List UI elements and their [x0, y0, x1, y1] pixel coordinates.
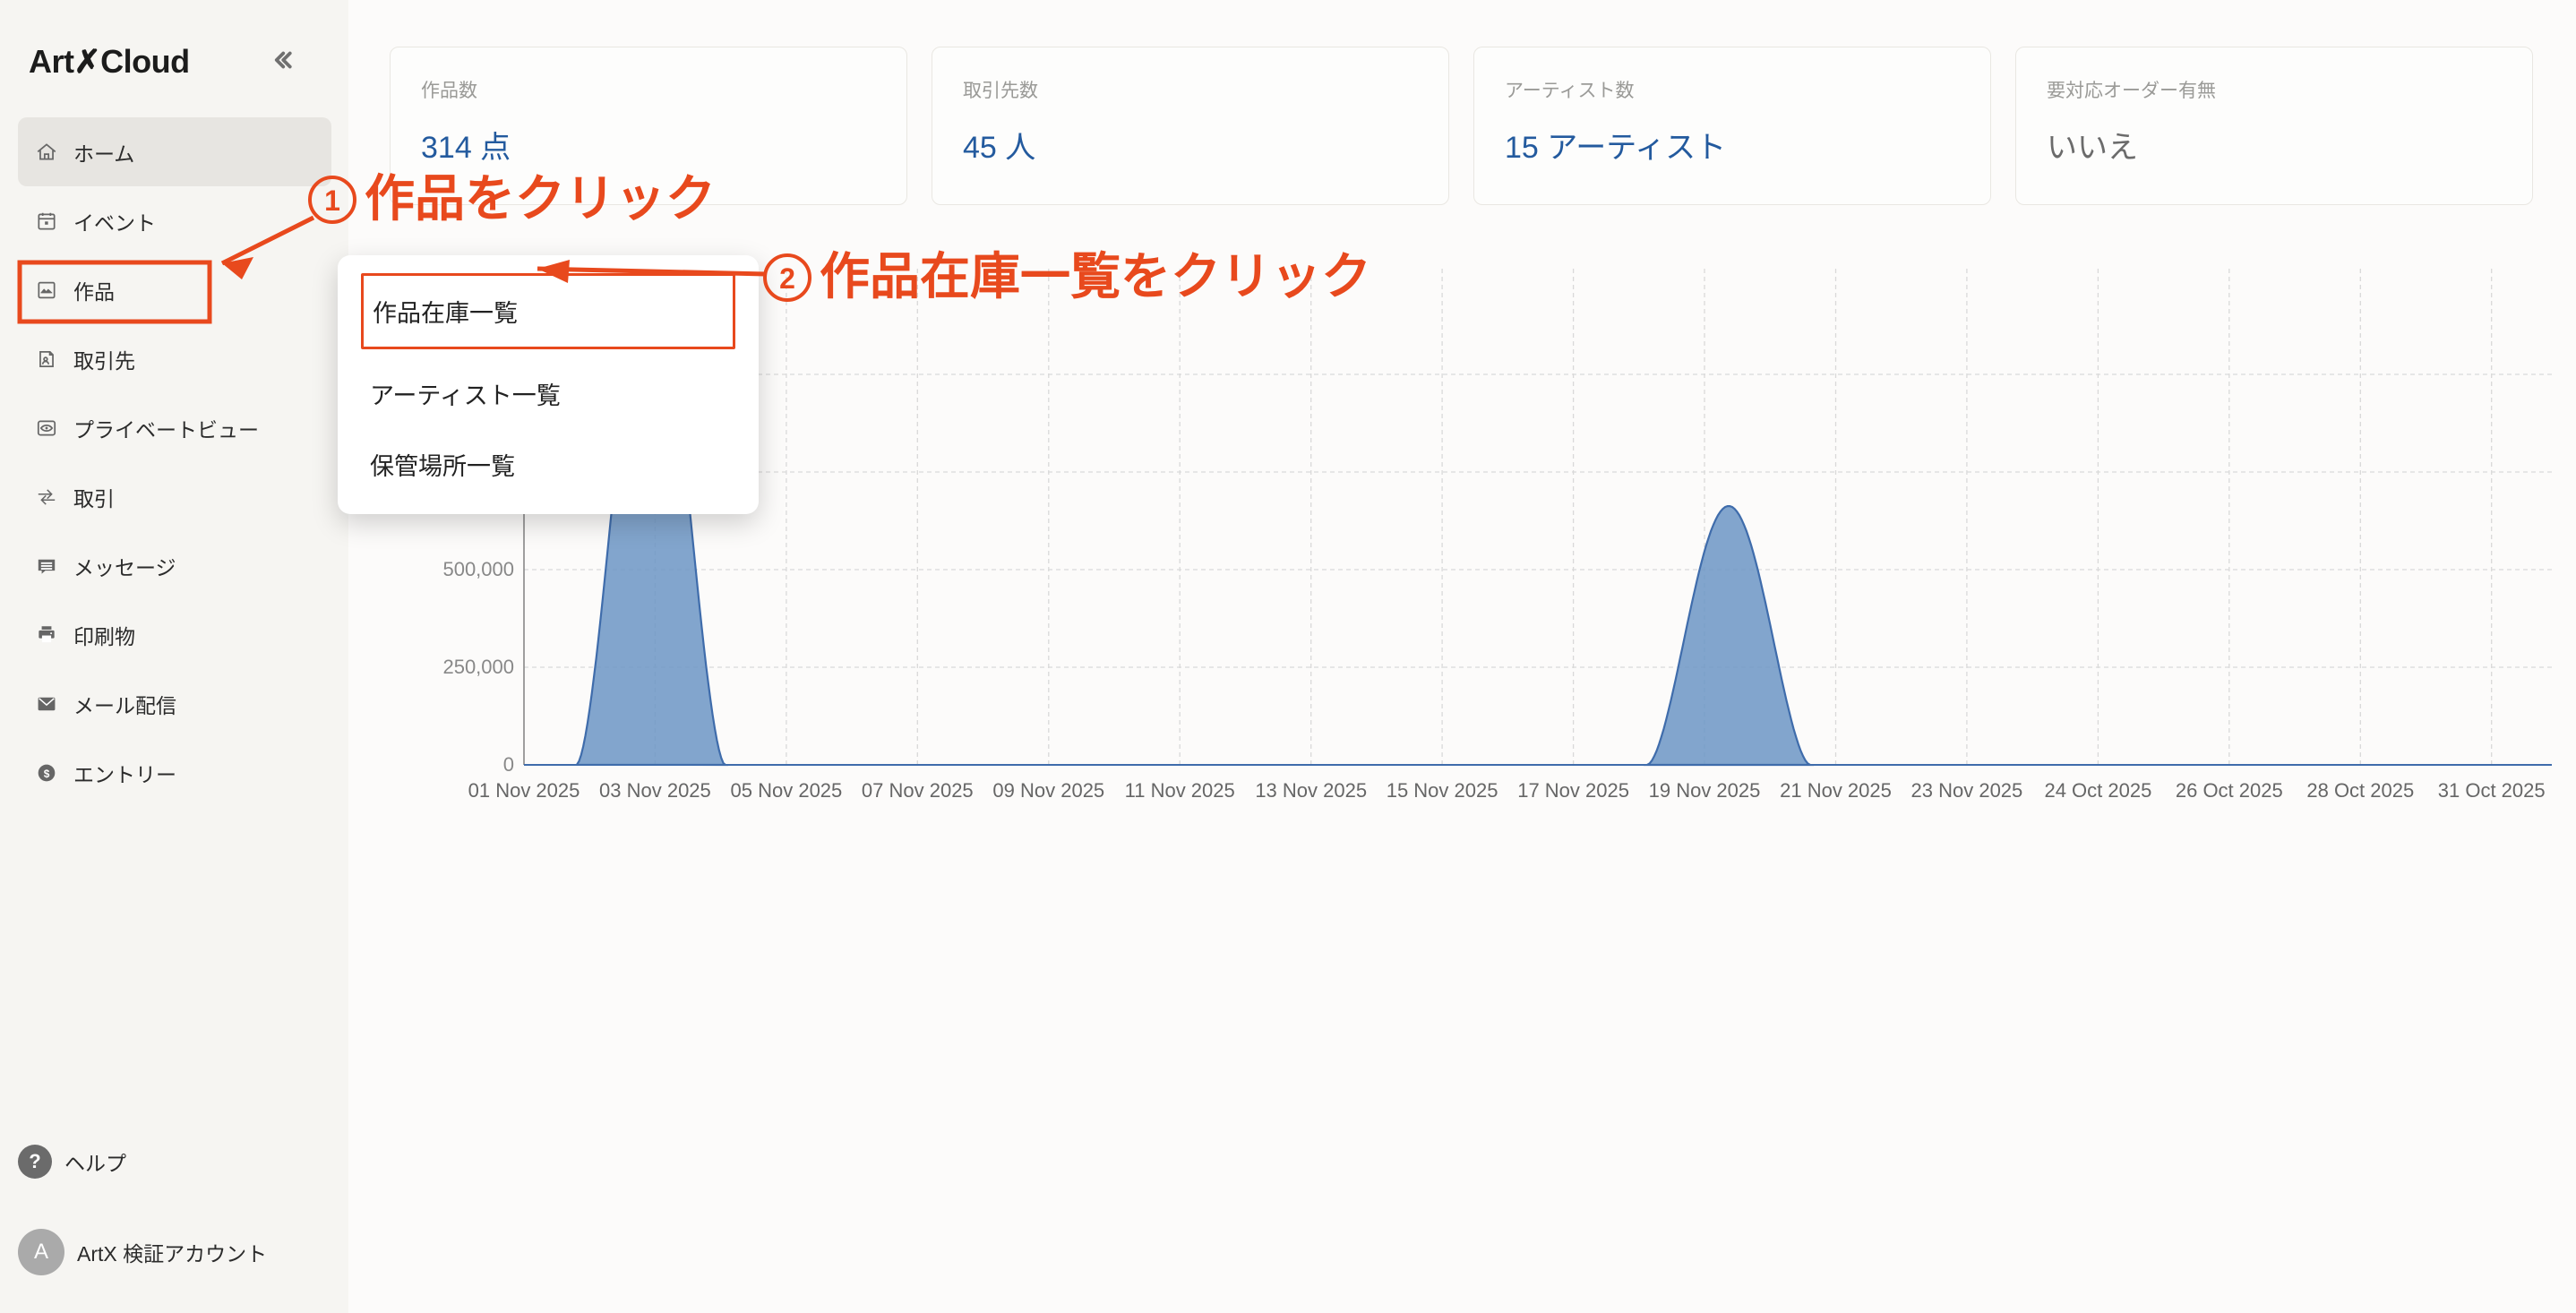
svg-text:19 Nov 2025: 19 Nov 2025 — [1649, 779, 1761, 802]
svg-text:05 Nov 2025: 05 Nov 2025 — [731, 779, 843, 802]
svg-text:11 Nov 2025: 11 Nov 2025 — [1125, 779, 1235, 802]
svg-text:500,000: 500,000 — [442, 558, 514, 580]
svg-text:250,000: 250,000 — [442, 656, 514, 678]
svg-text:0: 0 — [503, 753, 514, 776]
svg-text:31 Oct 2025: 31 Oct 2025 — [2438, 779, 2546, 802]
svg-text:07 Nov 2025: 07 Nov 2025 — [862, 779, 974, 802]
svg-text:28 Oct 2025: 28 Oct 2025 — [2306, 779, 2414, 802]
svg-text:15 Nov 2025: 15 Nov 2025 — [1387, 779, 1498, 802]
svg-text:13 Nov 2025: 13 Nov 2025 — [1255, 779, 1367, 802]
svg-text:23 Nov 2025: 23 Nov 2025 — [1911, 779, 2023, 802]
svg-text:01 Nov 2025: 01 Nov 2025 — [468, 779, 580, 802]
svg-text:17 Nov 2025: 17 Nov 2025 — [1517, 779, 1629, 802]
svg-text:26 Oct 2025: 26 Oct 2025 — [2176, 779, 2283, 802]
svg-text:03 Nov 2025: 03 Nov 2025 — [599, 779, 711, 802]
svg-text:$: $ — [44, 768, 50, 780]
svg-text:21 Nov 2025: 21 Nov 2025 — [1780, 779, 1892, 802]
svg-text:09 Nov 2025: 09 Nov 2025 — [992, 779, 1104, 802]
svg-text:24 Oct 2025: 24 Oct 2025 — [2044, 779, 2151, 802]
